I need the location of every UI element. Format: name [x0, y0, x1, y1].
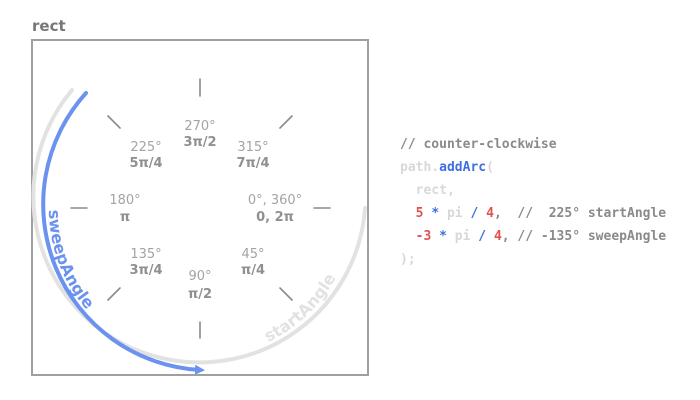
code-line-call: path.addArc(: [400, 156, 666, 179]
code-line-comment: // counter-clockwise: [400, 133, 666, 156]
angle-45-deg: 45°: [241, 247, 264, 262]
code-rect-arg: rect,: [415, 183, 455, 198]
angle-315-deg: 315°: [237, 140, 268, 155]
code-object: path.: [400, 160, 440, 175]
angle-135-deg: 135°: [130, 247, 161, 262]
code-start-mul: *: [431, 206, 440, 221]
angle-90-rad: π/2: [188, 287, 212, 302]
code-line-sweep-angle: -3 * pi / 4, // -135° sweepAngle: [400, 225, 666, 248]
rect-label: rect: [32, 17, 66, 35]
angle-180-rad: π: [120, 210, 130, 225]
code-method: addArc: [439, 160, 487, 175]
code-line-start-angle: 5 * pi / 4, // 225° startAngle: [400, 202, 666, 225]
code-start-n2: 4: [486, 206, 494, 221]
code-comment: // counter-clockwise: [400, 137, 557, 152]
angle-90-deg: 90°: [188, 269, 211, 284]
code-sweep-pi: pi: [454, 229, 471, 244]
angle-135-rad: 3π/4: [129, 263, 162, 278]
tick-135: [107, 287, 121, 301]
sweep-angle-arc: [41, 91, 205, 375]
code-start-n1: 5: [415, 206, 424, 221]
start-angle-arc: [31, 88, 367, 365]
code-sweep-mul: *: [439, 229, 447, 244]
code-start-comment: , // 225° startAngle: [493, 206, 667, 221]
angle-45-rad: π/4: [241, 263, 265, 278]
angle-0-rad: 0, 2π: [256, 210, 294, 225]
code-sweep-n1: -3: [415, 229, 432, 244]
angle-225-rad: 5π/4: [129, 156, 162, 171]
start-angle-label: startAngle: [261, 270, 339, 346]
code-sweep-n2: 4: [493, 229, 502, 244]
tick-225: [107, 115, 121, 129]
code-sweep-comment: , // -135° sweepAngle: [501, 229, 667, 244]
angle-270-deg: 270°: [184, 119, 215, 134]
angle-315-rad: 7π/4: [236, 156, 269, 171]
code-start-div: /: [470, 206, 479, 221]
angle-0-deg: 0°, 360°: [248, 193, 302, 208]
angle-labels: 270° 3π/2 315° 7π/4 225° 5π/4 180° π 0°,…: [109, 119, 302, 302]
angle-225-deg: 225°: [130, 140, 161, 155]
code-start-pi: pi: [446, 206, 463, 221]
tick-315: [279, 115, 293, 129]
angle-270-rad: 3π/2: [183, 135, 216, 150]
tick-45: [279, 287, 293, 301]
code-line-close: );: [400, 248, 666, 271]
code-snippet: // counter-clockwise path.addArc( rect, 5…: [400, 133, 666, 271]
code-close: );: [400, 252, 416, 267]
code-open-paren: (: [486, 160, 494, 175]
angle-ticks: [70, 78, 331, 339]
angle-180-deg: 180°: [109, 193, 140, 208]
code-sweep-div: /: [478, 229, 487, 244]
code-line-rect: rect,: [400, 179, 666, 202]
